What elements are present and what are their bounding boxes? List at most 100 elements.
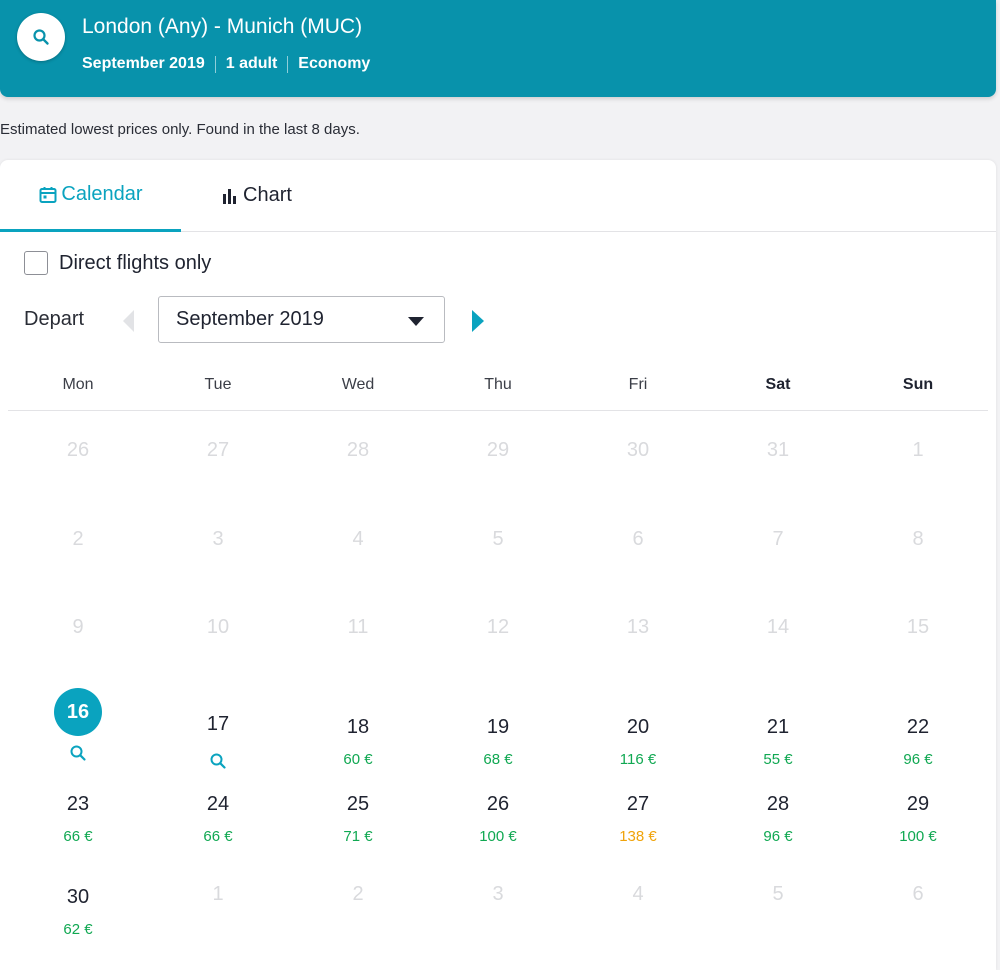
calendar-day: 26 — [8, 438, 148, 462]
passenger-count: 1 adult — [225, 55, 278, 72]
direct-flights-toggle[interactable]: Direct flights only — [24, 251, 211, 275]
day-number: 28 — [766, 793, 790, 815]
day-number: 19 — [486, 716, 510, 738]
calendar-day[interactable]: 30 62 € — [8, 885, 148, 939]
bar-chart-icon — [220, 186, 240, 206]
day-number: 23 — [66, 793, 90, 815]
day-number: 9 — [72, 616, 84, 638]
day-number: 27 — [626, 793, 650, 815]
route-title: London (Any) - Munich (MUC) — [82, 15, 363, 38]
calendar-day: 5 — [708, 882, 848, 906]
calendar-day[interactable]: 18 60 € — [288, 715, 428, 769]
day-number: 26 — [486, 793, 510, 815]
calendar-day[interactable]: 20 116 € — [568, 715, 708, 769]
tab-chart[interactable]: Chart — [181, 160, 331, 231]
search-price-button[interactable] — [148, 752, 288, 770]
calendar-day[interactable]: 19 68 € — [428, 715, 568, 769]
day-number: 4 — [632, 883, 644, 905]
calendar-day: 7 — [708, 527, 848, 551]
day-number: 31 — [766, 439, 790, 461]
chevron-left-icon — [123, 310, 134, 332]
day-number: 13 — [626, 616, 650, 638]
day-price: 100 € — [899, 828, 937, 845]
calendar-day: 30 — [568, 438, 708, 462]
day-price: 96 € — [903, 751, 933, 768]
day-number: 1 — [212, 883, 224, 905]
view-tabs: Calendar Chart — [0, 160, 996, 232]
tab-chart-label: Chart — [243, 184, 292, 206]
weekday-label: Fri — [628, 376, 648, 393]
search-button[interactable] — [17, 13, 65, 61]
day-number: 2 — [72, 528, 84, 550]
calendar-day: 2 — [8, 527, 148, 551]
travel-month: September 2019 — [82, 55, 205, 72]
day-number: 3 — [212, 528, 224, 550]
day-number: 18 — [346, 716, 370, 738]
month-select[interactable]: September 2019 — [158, 296, 445, 343]
day-number: 10 — [206, 616, 230, 638]
weekday-label: Mon — [62, 376, 94, 393]
day-number: 4 — [352, 528, 364, 550]
day-number: 1 — [912, 439, 924, 461]
day-number: 5 — [772, 883, 784, 905]
day-number: 25 — [346, 793, 370, 815]
calendar-grid: 26 27 28 29 30 31 1 2 3 4 5 6 7 8 9 10 11 12 13 14 15 16 17 18 6… — [8, 410, 988, 970]
calendar-day[interactable]: 21 55 € — [708, 715, 848, 769]
weekday-label: Wed — [341, 376, 375, 393]
day-price: 55 € — [763, 751, 793, 768]
calendar-day: 6 — [848, 882, 988, 906]
search-icon — [210, 753, 226, 769]
month-select-value: September 2019 — [176, 308, 324, 330]
search-price-button[interactable] — [8, 744, 148, 762]
calendar-day: 14 — [708, 615, 848, 639]
day-price: 71 € — [343, 828, 373, 845]
direct-flights-checkbox[interactable] — [24, 251, 48, 275]
day-number: 24 — [206, 793, 230, 815]
day-price: 138 € — [619, 828, 657, 845]
selected-day[interactable]: 16 — [54, 688, 102, 736]
weekday-header: Mon Tue Wed Thu Fri Sat Sun — [8, 370, 988, 411]
calendar-icon — [38, 185, 58, 205]
weekday-label: Thu — [484, 376, 512, 393]
calendar-day[interactable]: 29 100 € — [848, 792, 988, 846]
divider — [287, 55, 289, 73]
day-number: 3 — [492, 883, 504, 905]
day-number: 7 — [772, 528, 784, 550]
next-month-button[interactable] — [471, 310, 485, 337]
calendar-day[interactable]: 22 96 € — [848, 715, 988, 769]
calendar-day[interactable]: 17 — [148, 712, 288, 770]
calendar-day: 10 — [148, 615, 288, 639]
previous-month-button[interactable] — [122, 310, 136, 337]
price-calendar-card: Calendar Chart Direct flights only Depar… — [0, 160, 996, 970]
tab-calendar[interactable]: Calendar — [0, 160, 181, 232]
calendar-day: 11 — [288, 615, 428, 639]
calendar-day: 3 — [428, 882, 568, 906]
weekday-label: Sun — [902, 376, 934, 393]
day-price: 68 € — [483, 751, 513, 768]
calendar-day[interactable]: 25 71 € — [288, 792, 428, 846]
calendar-day[interactable]: 24 66 € — [148, 792, 288, 846]
calendar-day[interactable]: 28 96 € — [708, 792, 848, 846]
calendar-day: 3 — [148, 527, 288, 551]
day-price: 60 € — [343, 751, 373, 768]
calendar-day[interactable]: 23 66 € — [8, 792, 148, 846]
calendar-day[interactable]: 26 100 € — [428, 792, 568, 846]
calendar-day: 13 — [568, 615, 708, 639]
calendar-day: 15 — [848, 615, 988, 639]
day-number: 5 — [492, 528, 504, 550]
day-number: 28 — [346, 439, 370, 461]
day-number: 29 — [906, 793, 930, 815]
day-number: 11 — [347, 616, 369, 638]
day-number: 6 — [912, 883, 924, 905]
day-number: 30 — [66, 886, 90, 908]
day-number: 26 — [66, 439, 90, 461]
cabin-class: Economy — [298, 55, 371, 72]
calendar-day: 27 — [148, 438, 288, 462]
search-summary-header[interactable]: London (Any) - Munich (MUC) September 20… — [0, 0, 996, 97]
day-number: 12 — [486, 616, 510, 638]
calendar-day: 9 — [8, 615, 148, 639]
tab-calendar-label: Calendar — [61, 183, 143, 205]
day-number: 29 — [486, 439, 510, 461]
calendar-day[interactable]: 16 — [8, 688, 148, 762]
calendar-day[interactable]: 27 138 € — [568, 792, 708, 846]
